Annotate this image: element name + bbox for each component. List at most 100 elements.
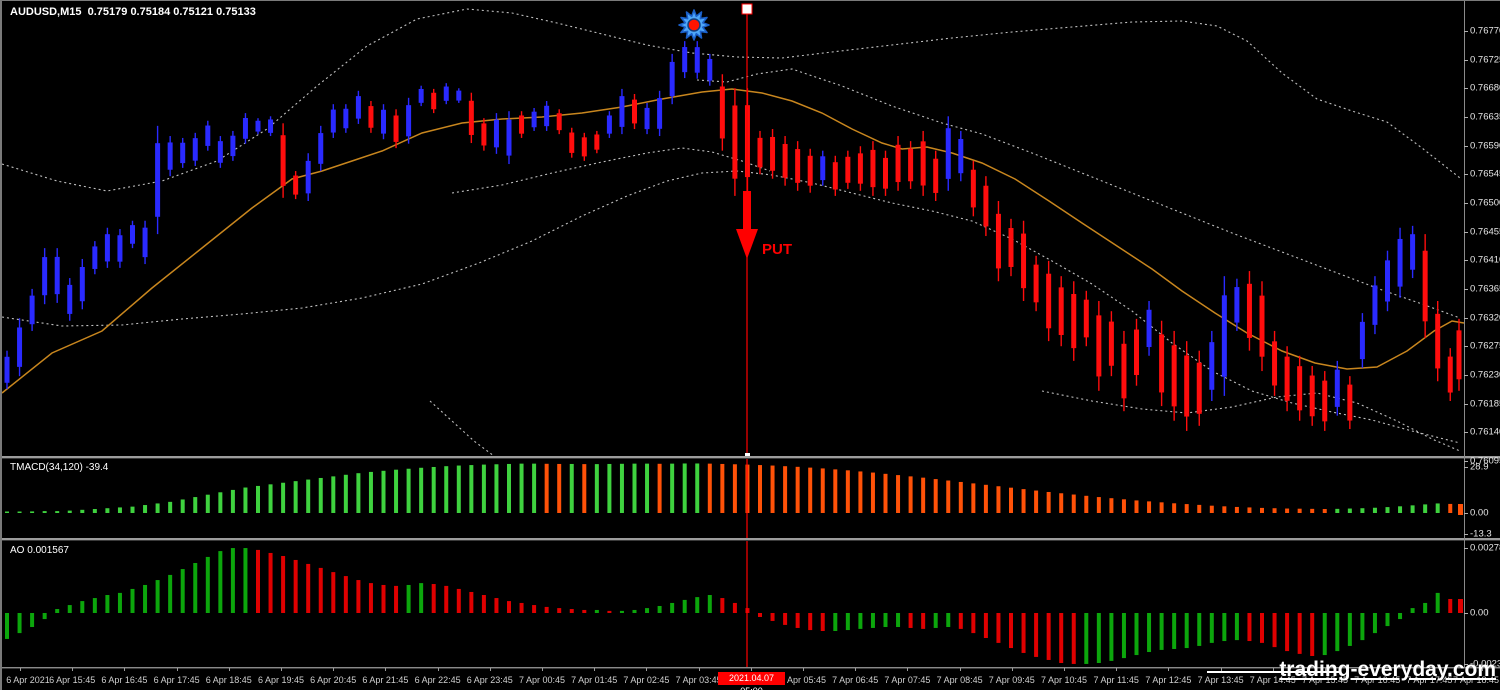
tmacd-bar (645, 463, 650, 513)
tmacd-bar (168, 501, 173, 513)
tmacd-bar (180, 499, 185, 513)
candle-body (368, 106, 374, 128)
time-axis-label: 7 Apr 09:45 (988, 675, 1035, 685)
pane-separator-tmacd[interactable] (2, 538, 1500, 541)
tmacd-bar (820, 468, 825, 513)
band-narrow-upper (696, 68, 1461, 319)
ao-bar (293, 559, 298, 613)
axis-tick (1464, 317, 1468, 319)
tmacd-bar (381, 470, 386, 513)
candle-body (1410, 234, 1416, 270)
candles-group (4, 41, 1462, 431)
band-wide-upper (2, 8, 1461, 192)
candle-body (581, 137, 587, 157)
candle-body (1272, 341, 1278, 386)
ao-bar (1021, 613, 1026, 653)
crosshair-vline[interactable] (741, 3, 753, 667)
time-tick (1168, 668, 1170, 671)
ao-bar (281, 555, 286, 613)
ao-bar (1247, 613, 1252, 642)
ao-bar (594, 609, 599, 613)
tmacd-bar (431, 466, 436, 513)
candle-body (1447, 356, 1453, 393)
time-axis-label: 7 Apr 01:45 (571, 675, 618, 685)
ao-bar (695, 597, 700, 613)
ao-bar (946, 613, 951, 628)
time-tick (385, 668, 387, 671)
sun-signal-icon[interactable] (678, 9, 710, 41)
ao-bar (17, 613, 22, 634)
candle-body (732, 105, 738, 179)
tmacd-bar (92, 509, 97, 513)
ao-bar (331, 572, 336, 613)
axis-tick (1464, 403, 1468, 405)
pane-separator-main[interactable] (2, 456, 1500, 459)
candle-body (67, 284, 73, 314)
time-tick (1325, 668, 1326, 671)
ao-bar (1310, 613, 1315, 656)
put-arrow-shaft[interactable] (743, 191, 751, 229)
tmacd-bar (1372, 507, 1377, 513)
tmacd-bar (1347, 508, 1352, 513)
candle-body (4, 356, 10, 383)
tmacd-bar (657, 463, 662, 513)
ao-bar (632, 609, 637, 613)
axis-tick (1464, 174, 1468, 176)
ao-bar (707, 595, 712, 613)
candle-body (519, 115, 525, 134)
tmacd-bar (42, 511, 47, 513)
time-axis-label: 7 Apr 08:45 (936, 675, 983, 685)
time-axis-label: 6 Apr 17:45 (153, 675, 200, 685)
ao-bar (42, 613, 47, 620)
ao-bar (758, 613, 762, 617)
ao-bar (1059, 613, 1064, 663)
put-arrow-head[interactable] (736, 229, 758, 259)
tmacd-bar (1423, 504, 1428, 513)
ao-bar (1222, 613, 1227, 642)
candle-body (493, 119, 499, 148)
tmacd-histogram-group (5, 463, 1463, 515)
price-axis-label: 0.76365 (1470, 283, 1500, 295)
crosshair-anchor-square[interactable] (741, 3, 753, 15)
candle-body (280, 135, 286, 186)
time-tick (176, 668, 178, 671)
candle-body (632, 99, 637, 124)
tmacd-bar (1034, 490, 1039, 513)
tmacd-bar (256, 485, 260, 513)
candle-body (305, 160, 311, 194)
ao-bar (783, 613, 788, 625)
tmacd-bar (281, 482, 286, 513)
candle-body (468, 100, 474, 135)
ao-bar (343, 576, 348, 613)
candle-body (318, 133, 324, 164)
ao-bar (582, 609, 587, 613)
axis-tick (1464, 289, 1468, 290)
ao-bar (1385, 613, 1390, 627)
tmacd-bar (368, 471, 373, 513)
tmacd-bar (870, 472, 875, 513)
time-tick (72, 668, 74, 671)
ao-bar (569, 609, 574, 613)
put-arrow[interactable] (736, 191, 758, 259)
candle-body (657, 98, 663, 129)
tmacd-bar (795, 466, 800, 513)
candle-body (606, 115, 612, 134)
time-tick (1064, 668, 1065, 671)
ao-bar (306, 563, 311, 613)
candle-body (343, 108, 349, 129)
tmacd-bar (758, 465, 762, 513)
tmacd-bar (983, 484, 988, 513)
time-tick (855, 668, 857, 671)
candle-body (104, 234, 110, 262)
tmacd-bar (5, 511, 9, 513)
tmacd-bar (607, 463, 612, 513)
tmacd-bar (1234, 506, 1239, 513)
tmacd-bar (230, 489, 235, 513)
crosshair-separator-dot (745, 453, 750, 458)
candle-body (795, 149, 801, 183)
ao-bar (544, 606, 549, 613)
